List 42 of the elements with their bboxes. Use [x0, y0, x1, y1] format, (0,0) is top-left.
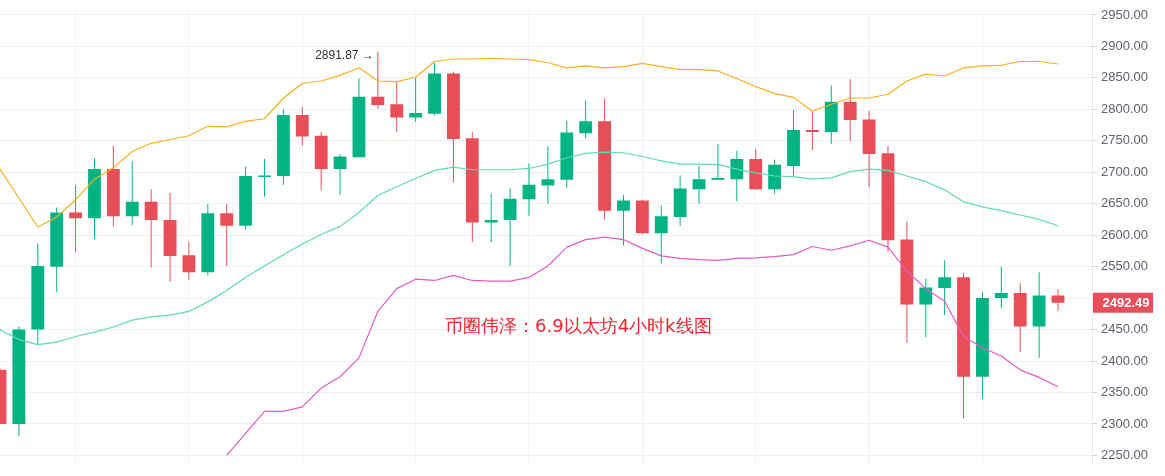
candlestick — [654, 205, 668, 264]
y-tick-label: 2700.00 — [1101, 163, 1148, 179]
y-tick-label: 2550.00 — [1101, 258, 1148, 274]
candlestick — [730, 150, 744, 202]
candlestick — [843, 78, 857, 142]
candlestick — [390, 80, 404, 133]
candlestick — [522, 162, 536, 217]
candlestick — [1051, 288, 1065, 312]
y-tick-label: 2250.00 — [1101, 446, 1148, 462]
y-tick-label: 2650.00 — [1101, 195, 1148, 211]
text: 2492.49 — [1102, 295, 1150, 311]
y-tick-label: 2750.00 — [1101, 132, 1148, 148]
candlestick — [409, 77, 423, 123]
candlestick — [220, 203, 234, 267]
candlestick — [938, 259, 952, 316]
candlestick — [579, 100, 593, 139]
y-tick-label: 2300.00 — [1101, 415, 1148, 431]
candlestick — [692, 165, 706, 205]
candlestick — [182, 241, 196, 281]
y-tick-label: 2850.00 — [1101, 69, 1148, 85]
candlestick — [711, 143, 725, 181]
candlestick — [805, 111, 819, 151]
y-tick-label: 2900.00 — [1101, 37, 1148, 53]
candlestick — [258, 158, 271, 198]
candlestick — [144, 188, 158, 268]
candlestick — [994, 266, 1008, 309]
y-tick-label: 2400.00 — [1101, 352, 1148, 368]
candlestick — [295, 106, 309, 147]
candlestick — [617, 194, 630, 246]
y-tick-label: 2450.00 — [1101, 321, 1148, 337]
candlestick — [371, 51, 385, 110]
annotation: 2891.87 → — [315, 47, 374, 62]
candlestick — [541, 145, 555, 205]
y-tick-label: 2950.00 — [1101, 6, 1148, 22]
candlestick — [125, 160, 139, 226]
y-tick-label: 2350.00 — [1101, 384, 1148, 400]
y-tick-label: 2800.00 — [1101, 100, 1148, 116]
candlestick — [484, 193, 498, 243]
candlestick — [919, 278, 933, 338]
candlestick — [503, 187, 517, 267]
text: 币圈伟泽：6.9以太坊4小时k线图 — [445, 314, 712, 338]
y-tick-label: 2600.00 — [1101, 226, 1148, 242]
